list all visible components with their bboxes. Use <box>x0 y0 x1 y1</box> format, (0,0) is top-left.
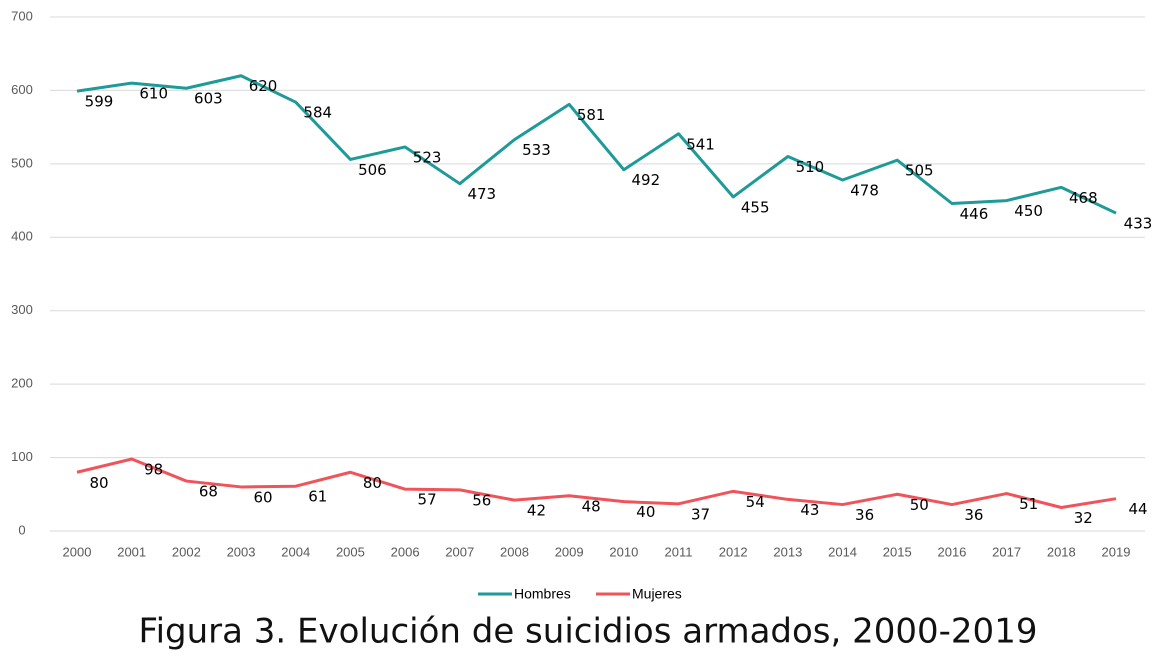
x-tick-label: 2013 <box>773 544 802 559</box>
data-label: 32 <box>1074 509 1093 527</box>
data-label: 603 <box>194 90 223 108</box>
data-label: 620 <box>249 77 278 95</box>
data-label: 541 <box>686 135 715 153</box>
data-label: 446 <box>960 205 989 223</box>
x-tick-label: 2008 <box>500 544 529 559</box>
x-tick-label: 2014 <box>828 544 857 559</box>
data-label: 51 <box>1019 495 1038 513</box>
data-label: 533 <box>522 141 551 159</box>
data-label: 48 <box>582 497 601 515</box>
data-label: 584 <box>303 104 332 122</box>
data-label: 40 <box>636 503 655 521</box>
data-label: 98 <box>144 461 163 479</box>
y-tick-label: 500 <box>11 155 33 170</box>
data-label: 50 <box>910 496 929 514</box>
x-tick-label: 2015 <box>883 544 912 559</box>
data-label: 44 <box>1128 500 1147 518</box>
x-tick-label: 2007 <box>445 544 474 559</box>
data-label: 478 <box>850 182 879 200</box>
x-tick-label: 2006 <box>391 544 420 559</box>
x-tick-label: 2009 <box>555 544 584 559</box>
x-tick-label: 2010 <box>609 544 638 559</box>
data-label: 56 <box>472 491 491 509</box>
chart-title: Figura 3. Evolución de suicidios armados… <box>139 612 1038 652</box>
data-label: 468 <box>1069 189 1098 207</box>
x-tick-label: 2001 <box>117 544 146 559</box>
data-label: 505 <box>905 162 934 180</box>
x-tick-label: 2019 <box>1102 544 1131 559</box>
series-line <box>76 457 1117 510</box>
data-label: 37 <box>691 505 710 523</box>
x-tick-label: 2004 <box>281 544 310 559</box>
data-label: 42 <box>527 502 546 520</box>
data-label: 433 <box>1124 215 1153 233</box>
data-label: 610 <box>139 85 168 103</box>
data-label: 455 <box>741 198 770 216</box>
data-label: 60 <box>254 488 273 506</box>
x-tick-label: 2012 <box>719 544 748 559</box>
y-tick-label: 700 <box>11 8 33 23</box>
data-label: 36 <box>855 506 874 524</box>
y-tick-label: 0 <box>18 522 25 537</box>
data-label: 43 <box>800 501 819 519</box>
data-label: 523 <box>413 148 442 166</box>
data-label: 80 <box>363 474 382 492</box>
data-label: 80 <box>89 474 108 492</box>
data-label: 581 <box>577 106 606 124</box>
x-tick-label: 2011 <box>665 544 693 559</box>
y-tick-label: 200 <box>11 376 33 391</box>
data-label: 68 <box>199 483 218 501</box>
data-label: 57 <box>418 491 437 509</box>
x-tick-label: 2018 <box>1047 544 1076 559</box>
data-label: 510 <box>796 158 825 176</box>
data-label: 36 <box>964 506 983 524</box>
data-label: 506 <box>358 161 387 179</box>
x-tick-label: 2002 <box>172 544 201 559</box>
data-label: 61 <box>308 488 327 506</box>
x-tick-label: 2003 <box>227 544 256 559</box>
x-tick-label: 2017 <box>992 544 1021 559</box>
data-label: 599 <box>85 93 114 111</box>
y-tick-label: 100 <box>11 449 33 464</box>
x-tick-label: 2016 <box>937 544 966 559</box>
data-label: 54 <box>746 493 765 511</box>
data-label: 473 <box>467 185 496 203</box>
y-tick-label: 400 <box>11 229 33 244</box>
data-label: 492 <box>632 171 661 189</box>
legend-label: Hombres <box>514 586 571 602</box>
legend-label: Mujeres <box>632 586 682 602</box>
x-tick-label: 2000 <box>63 544 92 559</box>
y-tick-label: 600 <box>11 82 33 97</box>
data-label: 450 <box>1014 202 1043 220</box>
y-tick-label: 300 <box>11 302 33 317</box>
series-line <box>76 74 1117 215</box>
x-tick-label: 2005 <box>336 544 365 559</box>
